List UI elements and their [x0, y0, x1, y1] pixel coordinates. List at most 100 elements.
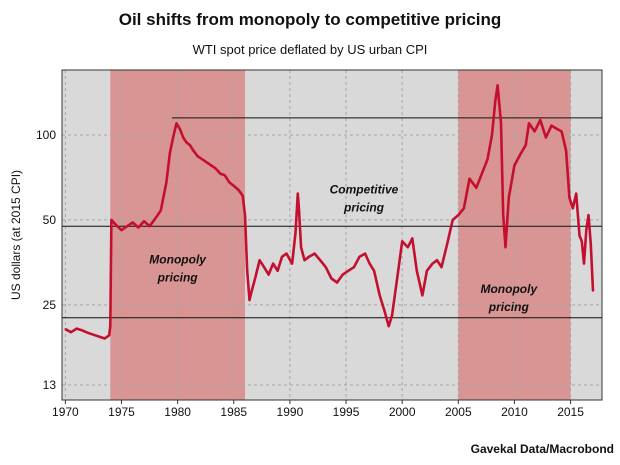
data-point — [378, 294, 381, 297]
data-point — [373, 269, 375, 272]
data-point — [294, 231, 297, 234]
data-point — [137, 226, 140, 229]
data-point — [560, 130, 563, 133]
data-point — [568, 196, 571, 199]
data-point — [539, 119, 542, 121]
data-point — [175, 122, 178, 125]
data-point — [496, 84, 499, 87]
data-point — [415, 269, 418, 272]
data-point — [185, 141, 188, 144]
data-point — [98, 335, 100, 338]
data-point — [178, 128, 181, 130]
data-point — [131, 221, 134, 224]
data-point — [513, 164, 516, 167]
data-point — [263, 266, 265, 269]
data-point — [589, 243, 592, 246]
data-point — [504, 246, 507, 249]
data-point — [114, 224, 117, 226]
x-tick-label: 2005 — [445, 405, 472, 419]
x-tick-label: 1975 — [108, 405, 135, 419]
data-point — [248, 299, 251, 301]
data-point — [246, 269, 249, 272]
data-point — [159, 209, 162, 212]
data-point — [502, 214, 505, 217]
data-point — [192, 149, 195, 152]
data-point — [308, 255, 310, 258]
data-point — [219, 172, 222, 175]
data-point — [228, 181, 231, 184]
data-point — [533, 130, 536, 133]
data-point — [196, 155, 199, 158]
data-point — [587, 214, 590, 217]
data-point — [313, 252, 316, 255]
data-point — [258, 259, 261, 262]
data-point — [182, 136, 185, 139]
data-point — [463, 207, 465, 210]
annotation-3: Monopoly pricing — [480, 282, 538, 314]
x-tick-label: 2015 — [557, 405, 584, 419]
y-tick-label: 50 — [43, 213, 57, 227]
data-point — [232, 185, 235, 187]
data-point — [352, 266, 355, 269]
x-tick-label: 1985 — [220, 405, 247, 419]
data-point — [92, 333, 95, 336]
data-point — [500, 122, 502, 125]
data-point — [368, 262, 371, 265]
data-point — [519, 154, 521, 156]
data-point — [383, 308, 386, 311]
data-point — [446, 243, 448, 246]
data-point — [297, 207, 300, 210]
data-point — [86, 331, 89, 334]
x-tick-label: 1970 — [52, 405, 79, 419]
data-point — [244, 214, 246, 217]
data-point — [70, 331, 72, 334]
data-point — [165, 181, 168, 184]
y-tick-label: 13 — [43, 378, 57, 392]
data-point — [168, 152, 171, 155]
annotation-2: Competitive pricing — [330, 183, 399, 215]
data-point — [341, 273, 344, 276]
data-point — [148, 225, 151, 228]
data-point — [250, 290, 253, 292]
data-point — [436, 259, 438, 262]
y-tick-label: 25 — [43, 298, 57, 312]
data-point — [272, 262, 274, 265]
data-point — [126, 225, 129, 228]
data-point — [303, 259, 306, 262]
data-point — [189, 144, 191, 147]
data-point — [120, 229, 123, 232]
data-point — [143, 220, 145, 223]
data-point — [565, 149, 567, 152]
x-tick-label: 2010 — [501, 405, 528, 419]
data-point — [494, 100, 497, 102]
data-point — [75, 327, 78, 330]
data-point — [406, 246, 409, 249]
data-point — [103, 337, 106, 340]
data-point — [556, 128, 558, 130]
data-point — [578, 234, 581, 237]
data-point — [267, 273, 270, 276]
data-point — [475, 186, 478, 189]
data-point — [486, 158, 489, 161]
data-point — [300, 246, 303, 249]
data-point — [109, 325, 112, 328]
plot-area: Monopoly pricing Competitive pricing Monopol… — [36, 69, 603, 419]
data-point — [411, 237, 414, 240]
chart-subtitle: WTI spot price deflated by US urban CPI — [192, 42, 428, 57]
data-point — [580, 240, 583, 243]
data-point — [507, 196, 510, 199]
data-point — [291, 262, 294, 265]
data-point — [201, 158, 204, 161]
data-point — [210, 164, 213, 167]
data-point — [324, 266, 327, 269]
y-axis-label: US dollars (at 2015 CPI) — [9, 170, 23, 300]
data-point — [421, 294, 424, 297]
plot-frame — [61, 69, 603, 401]
data-point — [480, 172, 483, 175]
data-point — [205, 161, 208, 164]
data-point — [571, 207, 574, 210]
data-point — [347, 269, 350, 272]
data-point — [296, 192, 299, 195]
data-point — [276, 269, 279, 272]
